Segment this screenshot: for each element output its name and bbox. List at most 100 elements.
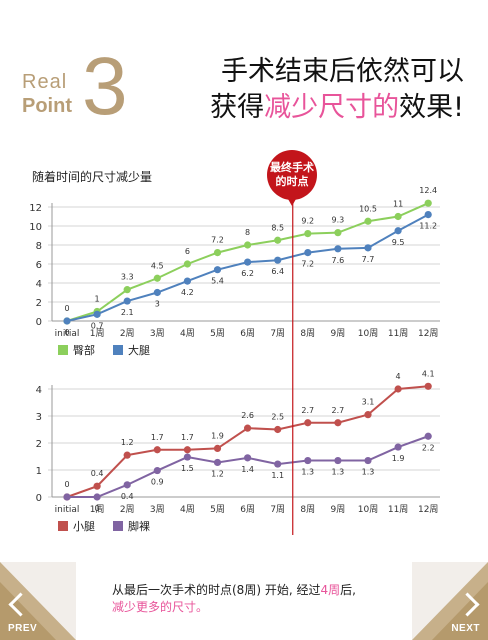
data-label: 2.7	[332, 406, 345, 415]
data-point	[123, 451, 131, 459]
data-label: 1	[95, 295, 100, 304]
data-point	[244, 454, 252, 462]
data-label: 1.4	[241, 465, 254, 474]
data-point	[93, 310, 101, 318]
legend-label: 脚裸	[128, 519, 150, 533]
data-point	[183, 453, 191, 461]
data-label: 2.7	[301, 406, 314, 415]
data-label: 0	[64, 328, 69, 337]
legend-swatch	[58, 345, 68, 355]
data-point	[183, 260, 191, 268]
data-label: 0	[95, 504, 100, 513]
data-label: 4.5	[151, 261, 164, 270]
headline-prefix: 获得	[210, 92, 265, 123]
data-label: 0.4	[91, 469, 104, 478]
badge-point: Point	[22, 95, 72, 117]
y-tick-label: 2	[36, 439, 42, 450]
data-label: 1.7	[151, 433, 164, 442]
data-label: 11.2	[419, 222, 437, 231]
x-tick-label: 6周	[240, 328, 255, 339]
x-tick-label: 5周	[210, 504, 225, 515]
chart-title: 随着时间的尺寸减少量	[32, 170, 153, 184]
y-tick-label: 6	[36, 260, 42, 271]
data-label: 0	[64, 480, 69, 489]
x-tick-label: 3周	[150, 504, 165, 515]
data-point	[364, 411, 372, 419]
x-tick-label: 11周	[388, 504, 408, 515]
x-tick-label: 7周	[270, 504, 285, 515]
footer-text-part1: 从最后一次手术的时点(8周) 开始, 经过	[112, 583, 321, 597]
data-point	[93, 482, 101, 490]
data-label: 7.7	[362, 255, 375, 264]
data-point	[394, 443, 402, 451]
data-label: 0	[64, 304, 69, 313]
data-point	[213, 266, 222, 274]
footer-highlight-weeks: 4周	[320, 583, 341, 597]
y-tick-label: 2	[36, 298, 42, 309]
marker-line1: 最终手术	[270, 161, 314, 174]
data-label: 7.6	[332, 256, 345, 265]
data-point	[304, 249, 312, 257]
data-point	[183, 446, 191, 454]
data-point	[394, 212, 402, 221]
footer-text: 从最后一次手术的时点(8周) 开始, 经过4周后, 减少更多的尺寸。	[112, 582, 392, 616]
data-label: 3.3	[121, 273, 134, 282]
headline-suffix: 效果!	[399, 92, 464, 123]
data-label: 1.3	[362, 468, 375, 477]
x-tick-label: 2周	[120, 504, 135, 515]
data-point	[153, 446, 161, 454]
data-point	[274, 460, 282, 468]
headline: 手术结束后依然可以 获得减少尺寸的效果!	[210, 54, 464, 126]
data-label: 2.2	[422, 443, 435, 452]
data-label: 5.4	[211, 277, 224, 286]
prev-button[interactable]: PREV	[0, 562, 76, 640]
data-label: 12.4	[419, 186, 437, 195]
x-tick-label: 2周	[120, 328, 135, 339]
data-label: 6	[185, 247, 190, 256]
data-point	[334, 229, 342, 237]
data-point	[334, 456, 342, 465]
y-tick-label: 10	[29, 222, 42, 233]
data-label: 2.1	[121, 308, 134, 317]
data-point	[153, 466, 161, 475]
data-point	[334, 419, 342, 427]
data-label: 8	[245, 228, 250, 237]
x-tick-label: 1周	[90, 504, 105, 515]
data-label: 2.6	[241, 411, 254, 420]
footer-highlight-more: 减少更多的尺寸。	[112, 600, 209, 614]
x-tick-label: 8周	[300, 504, 315, 515]
data-label: 0.4	[121, 492, 134, 501]
next-label: NEXT	[451, 623, 480, 634]
data-label: 6.2	[241, 269, 254, 278]
y-tick-label: 3	[36, 412, 42, 423]
x-tick-label: 7周	[270, 328, 285, 339]
x-tick-label: 9周	[331, 504, 346, 515]
y-tick-label: 1	[36, 466, 42, 477]
x-tick-label: initial	[55, 505, 80, 515]
data-label: 1.5	[181, 464, 194, 473]
legend-swatch	[113, 521, 123, 531]
y-tick-label: 8	[36, 241, 42, 252]
data-point	[123, 297, 131, 305]
data-point	[394, 385, 402, 393]
data-point	[424, 382, 432, 390]
marker-line2: 的时点	[275, 175, 309, 188]
data-label: 1.9	[211, 431, 224, 440]
data-point	[364, 244, 372, 252]
data-point	[213, 249, 222, 257]
data-point	[183, 277, 191, 285]
y-tick-label: 4	[36, 279, 42, 290]
data-point	[304, 456, 312, 465]
data-point	[244, 424, 252, 432]
legend-swatch	[113, 345, 123, 355]
x-tick-label: 12周	[418, 504, 438, 515]
next-button[interactable]: NEXT	[412, 562, 488, 640]
data-point	[334, 245, 342, 253]
data-point	[364, 456, 372, 465]
legend-label: 大腿	[128, 343, 150, 357]
x-tick-label: 11周	[388, 328, 408, 339]
legend-swatch	[58, 521, 68, 531]
data-label: 1.1	[271, 471, 284, 480]
x-tick-label: 10周	[358, 328, 378, 339]
